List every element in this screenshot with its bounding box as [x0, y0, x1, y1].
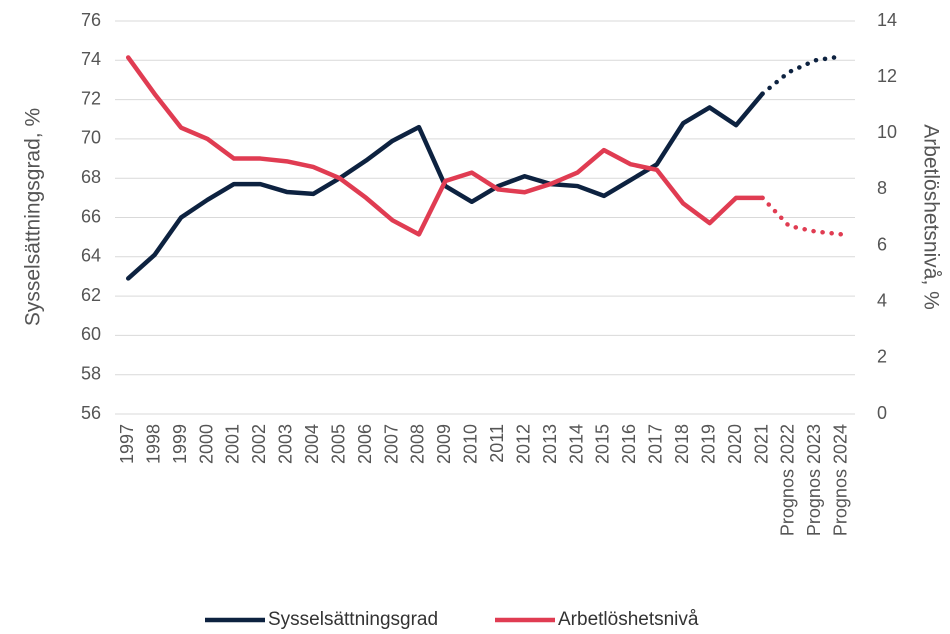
x-tick-label: 2002	[249, 424, 269, 464]
forecast-line	[760, 195, 845, 237]
x-tick-label: 1998	[143, 424, 163, 464]
x-tick-label: 2003	[276, 424, 296, 464]
y2-tick-label: 0	[877, 403, 887, 423]
x-tick-label: 2015	[593, 424, 613, 464]
x-tick-label: 2020	[725, 424, 745, 464]
x-tick-label: 2012	[513, 424, 533, 464]
y-tick-label: 62	[81, 285, 101, 305]
y2-axis-title: Arbetlöshetsnivå, %	[919, 124, 942, 310]
x-tick-label: 2009	[434, 424, 454, 464]
y2-tick-label: 4	[877, 290, 887, 310]
x-tick-label: 2001	[223, 424, 243, 464]
y-tick-label: 68	[81, 167, 101, 187]
x-tick-label: 2005	[328, 424, 348, 464]
x-tick-label: 2016	[619, 424, 639, 464]
y-tick-label: 72	[81, 88, 101, 108]
forecast-line	[760, 54, 845, 96]
x-tick-label: 2013	[540, 424, 560, 464]
x-tick-label: 2004	[302, 424, 322, 464]
x-tick-label: 2017	[646, 424, 666, 464]
y2-tick-label: 14	[877, 10, 897, 30]
x-tick-label: 2011	[487, 424, 507, 463]
y-tick-label: 76	[81, 10, 101, 30]
y2-tick-label: 12	[877, 66, 897, 86]
x-tick-label: 1997	[117, 424, 137, 464]
y2-tick-label: 8	[877, 178, 887, 198]
x-tick-label: 2021	[751, 424, 771, 464]
y-tick-label: 58	[81, 363, 101, 383]
x-tick-label: 2008	[408, 424, 428, 464]
legend-label: Sysselsättningsgrad	[268, 609, 438, 630]
y-tick-label: 60	[81, 324, 101, 344]
x-tick-label: 1999	[170, 424, 190, 464]
legend-label: Arbetlöshetsnivå	[558, 609, 699, 630]
x-tick-label: 2007	[381, 424, 401, 464]
y-tick-label: 66	[81, 206, 101, 226]
y-axis-title: Sysselsättningsgrad, %	[22, 108, 45, 326]
y-tick-label: 56	[81, 403, 101, 423]
x-tick-label: Prognos 2024	[831, 424, 851, 536]
x-tick-label: 2010	[461, 424, 481, 464]
x-tick-label: 2000	[196, 424, 216, 464]
x-tick-label: 2006	[355, 424, 375, 464]
y2-tick-label: 10	[877, 122, 897, 142]
y-tick-label: 74	[81, 49, 101, 69]
x-tick-label: Prognos 2022	[778, 424, 798, 536]
x-tick-label: 2014	[566, 424, 586, 464]
y-tick-label: 64	[81, 246, 101, 266]
line	[125, 55, 765, 237]
x-tick-label: Prognos 2023	[804, 424, 824, 536]
y-tick-label: 70	[81, 128, 101, 148]
y2-tick-label: 2	[877, 347, 887, 367]
x-tick-label: 2019	[698, 424, 718, 464]
y2-tick-label: 6	[877, 234, 887, 254]
x-tick-label: 2018	[672, 424, 692, 464]
